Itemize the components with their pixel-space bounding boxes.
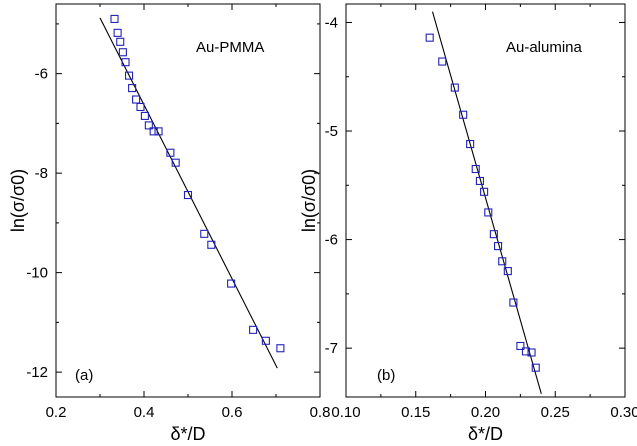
data-point [116, 37, 125, 46]
data-point [261, 336, 270, 345]
y-tick-label: -10 [26, 265, 48, 282]
data-point [498, 257, 507, 266]
data-point [227, 279, 236, 288]
fit-line [431, 11, 542, 394]
data-point [516, 341, 525, 351]
data-point [459, 110, 468, 119]
fit-line [99, 17, 278, 369]
plot-frame [55, 3, 321, 398]
data-point [136, 102, 145, 112]
x-axis-label: δ*/D [170, 424, 205, 444]
data-point [128, 84, 137, 93]
data-point [503, 267, 512, 276]
x-tick-label: 0.25 [541, 404, 570, 421]
data-point [480, 187, 489, 196]
data-point [466, 139, 475, 149]
data-point [113, 28, 122, 37]
data-point [110, 14, 119, 23]
data-point [475, 176, 484, 186]
data-point [207, 240, 216, 249]
x-tick-label: 0.10 [331, 404, 360, 421]
data-point [171, 158, 180, 167]
series-annotation: Au-alumina [506, 39, 583, 56]
data-point [144, 121, 153, 130]
data-point [471, 164, 480, 174]
x-axis-label: δ*/D [468, 424, 503, 444]
x-tick-label: 0.15 [401, 404, 430, 421]
data-point [494, 242, 503, 251]
y-tick-label: -4 [325, 14, 338, 31]
y-tick-label: -8 [35, 165, 48, 182]
data-point [425, 33, 434, 42]
data-point [438, 57, 447, 66]
data-point [183, 190, 193, 200]
data-point [509, 298, 518, 307]
data-point [521, 347, 531, 356]
data-point [154, 127, 163, 136]
data-point [140, 111, 149, 120]
data-point [121, 58, 130, 67]
x-tick-label: 0.6 [222, 404, 243, 421]
data-point [484, 208, 493, 217]
data-point [132, 95, 141, 104]
x-tick-label: 0.30 [610, 404, 637, 421]
panel-label: (b) [377, 367, 395, 384]
x-tick-label: 0.2 [46, 404, 67, 421]
y-axis-label: ln(σ/σ0) [8, 169, 28, 232]
data-point [149, 127, 158, 136]
y-axis-label: ln(σ/σ0) [299, 169, 319, 232]
data-point [166, 148, 175, 157]
y-tick-label: -5 [325, 123, 338, 140]
data-point [276, 344, 285, 353]
data-point [531, 363, 540, 372]
x-tick-label: 0.4 [134, 404, 155, 421]
data-point [124, 71, 134, 80]
plot-frame [345, 3, 626, 398]
data-point [450, 83, 459, 92]
series-annotation: Au-PMMA [196, 39, 264, 56]
panel-label: (a) [75, 367, 93, 384]
data-point [118, 48, 127, 57]
y-tick-label: -6 [325, 232, 338, 249]
data-point [527, 348, 536, 357]
data-point [489, 230, 498, 239]
y-tick-label: -6 [35, 66, 48, 83]
data-point [200, 229, 209, 238]
data-point [249, 325, 258, 334]
y-tick-label: -7 [325, 340, 338, 357]
chart-panel-b: 0.10 0.15 0.20 0.25 0.30 -7 -6 -5 -4 Au-alumina (b… [299, 3, 637, 444]
x-tick-label: 0.20 [471, 404, 500, 421]
y-tick-label: -12 [26, 364, 48, 381]
x-tick-label: 0.8 [310, 404, 331, 421]
chart-panel-a: 0.2 0.4 0.6 0.8 -12 -10 -8 -6 Au-PMMA (a) δ*/D ln(σ… [8, 3, 331, 444]
